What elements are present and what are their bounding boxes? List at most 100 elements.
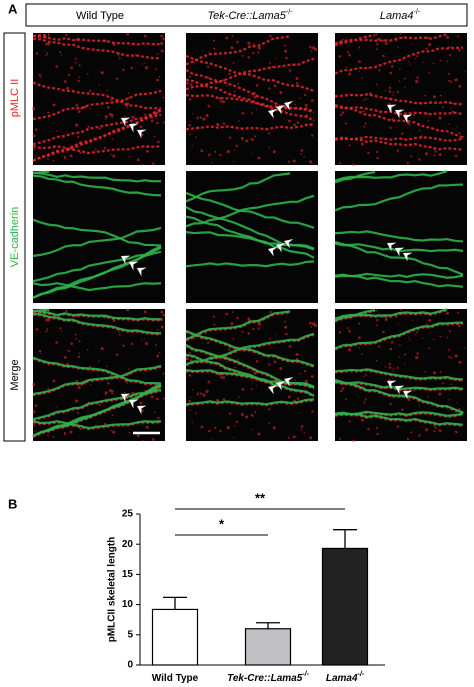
speckle <box>207 380 211 384</box>
speckle <box>456 126 458 128</box>
speckle <box>63 157 66 160</box>
speckle <box>458 84 462 88</box>
speckle <box>260 104 263 107</box>
speckle <box>104 391 108 395</box>
arrowhead <box>276 105 286 115</box>
speckle <box>197 116 200 119</box>
speckle <box>230 125 234 129</box>
speckle <box>189 83 193 86</box>
speckle <box>300 425 304 428</box>
speckle <box>348 329 351 333</box>
speckle <box>395 315 398 318</box>
speckle <box>454 78 458 82</box>
speckle <box>108 389 112 392</box>
speckle <box>199 392 203 395</box>
speckle <box>80 107 83 110</box>
speckle <box>52 379 56 383</box>
speckle <box>157 140 160 144</box>
speckle <box>250 152 253 155</box>
speckle <box>106 89 108 92</box>
speckle <box>360 418 364 422</box>
micrograph <box>335 33 467 165</box>
signal <box>185 398 315 406</box>
speckle <box>252 327 255 331</box>
speckle <box>121 99 125 103</box>
speckle <box>257 327 260 330</box>
signal <box>185 123 315 131</box>
speckle <box>272 150 276 154</box>
speckle <box>304 94 307 97</box>
speckle <box>247 332 250 335</box>
speckle <box>160 310 164 314</box>
speckle <box>197 126 200 129</box>
arrowhead <box>137 405 147 415</box>
speckle <box>123 115 126 118</box>
speckle <box>455 431 458 434</box>
speckle <box>432 338 435 341</box>
speckle <box>305 114 309 117</box>
speckle <box>348 420 351 423</box>
category-superscript: -/- <box>302 671 309 678</box>
speckle <box>396 149 400 152</box>
speckle <box>448 54 451 57</box>
speckle <box>141 63 143 65</box>
speckle <box>68 133 70 135</box>
speckle <box>458 360 462 364</box>
speckle <box>35 52 39 55</box>
speckle <box>117 55 120 57</box>
speckle <box>241 112 245 115</box>
speckle <box>153 135 156 138</box>
speckle <box>416 352 419 355</box>
speckle <box>231 311 234 313</box>
speckle <box>457 311 460 314</box>
speckle <box>312 322 316 326</box>
arrowhead <box>276 381 286 391</box>
speckle <box>410 155 413 158</box>
speckle <box>152 162 155 165</box>
speckle <box>312 46 316 50</box>
speckle <box>368 92 372 96</box>
speckle <box>233 161 235 163</box>
speckle <box>104 118 107 120</box>
speckle <box>110 429 112 432</box>
signal <box>32 218 162 247</box>
speckle <box>115 353 119 356</box>
speckle <box>47 158 49 160</box>
speckle <box>111 116 114 119</box>
speckle <box>456 402 458 404</box>
speckle <box>125 380 128 383</box>
speckle <box>158 351 161 354</box>
speckle <box>341 38 344 41</box>
speckle <box>206 76 210 79</box>
signal <box>185 310 291 341</box>
speckle <box>368 66 370 69</box>
speckle <box>375 359 378 362</box>
speckle <box>189 133 191 135</box>
speckle <box>293 123 296 127</box>
speckle <box>233 425 236 427</box>
speckle <box>59 51 62 54</box>
speckle <box>378 111 380 113</box>
speckle <box>361 77 363 79</box>
y-axis-label: pMLCII skeletal length <box>107 537 118 643</box>
speckle <box>222 100 226 104</box>
speckle <box>235 420 238 424</box>
speckle <box>295 352 299 356</box>
speckle <box>454 154 456 157</box>
speckle <box>236 316 239 320</box>
speckle <box>188 123 191 127</box>
speckle <box>103 146 107 150</box>
speckle <box>111 414 114 416</box>
speckle <box>338 331 342 334</box>
speckle <box>257 46 261 50</box>
speckle <box>189 75 192 78</box>
speckle <box>199 116 203 119</box>
speckle <box>212 39 216 42</box>
speckle <box>303 108 305 110</box>
speckle <box>378 387 380 389</box>
speckle <box>189 409 191 411</box>
speckle <box>106 365 108 368</box>
speckle <box>233 437 235 439</box>
speckle <box>404 86 406 89</box>
speckle <box>43 35 47 39</box>
